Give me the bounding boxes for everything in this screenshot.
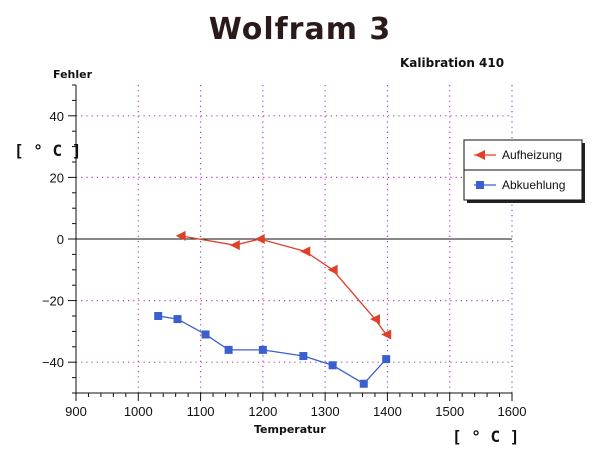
y-tick-label: −40 bbox=[42, 355, 64, 370]
axes: −40 −20 0 20 40 900 1000 1100 1200 1300 1400 1500 16… bbox=[42, 84, 527, 419]
y-tick-label: −20 bbox=[42, 294, 64, 309]
data-point bbox=[154, 312, 163, 320]
series-line bbox=[180, 235, 387, 335]
legend-marker bbox=[476, 181, 484, 189]
x-tick-label: 1600 bbox=[498, 404, 527, 419]
y-axis-unit: [ ° C ] bbox=[14, 141, 82, 160]
legend-item-aufheizung: Aufheizung bbox=[474, 148, 562, 162]
legend-marker bbox=[475, 150, 485, 160]
x-tick-label: 1400 bbox=[373, 404, 402, 419]
series-layer bbox=[154, 230, 392, 388]
data-point bbox=[224, 345, 233, 354]
data-point bbox=[229, 240, 240, 251]
x-tick-label: 900 bbox=[65, 404, 87, 419]
x-tick-label: 1100 bbox=[187, 404, 215, 419]
y-tick-label: 20 bbox=[50, 170, 64, 185]
chart-title: Wolfram 3 bbox=[208, 12, 392, 47]
data-point bbox=[254, 234, 265, 244]
data-point bbox=[175, 230, 186, 241]
data-point bbox=[328, 361, 337, 370]
data-point bbox=[300, 246, 311, 257]
data-point bbox=[369, 314, 380, 325]
legend: Aufheizung Abkuehlung bbox=[463, 139, 585, 203]
x-tick-label: 1500 bbox=[435, 404, 464, 419]
legend-label: Aufheizung bbox=[502, 148, 562, 162]
x-tick-label: 1000 bbox=[124, 404, 153, 419]
y-axis-label: Fehler bbox=[53, 68, 93, 81]
y-tick-label: 40 bbox=[50, 109, 64, 124]
series-line bbox=[158, 315, 387, 385]
chart-subtitle: Kalibration 410 bbox=[400, 56, 505, 70]
data-point bbox=[359, 379, 368, 388]
x-tick-label: 1300 bbox=[311, 404, 340, 419]
x-tick-label: 1200 bbox=[248, 404, 277, 419]
data-point bbox=[201, 330, 210, 339]
data-point bbox=[258, 345, 267, 354]
data-point bbox=[299, 352, 308, 361]
x-axis-label: Temperatur bbox=[254, 423, 326, 436]
x-axis-unit: [ ° C ] bbox=[452, 427, 520, 446]
legend-item-abkuehlung: Abkuehlung bbox=[474, 178, 565, 192]
y-tick-label: 0 bbox=[57, 232, 64, 247]
data-point bbox=[382, 355, 391, 364]
series-abkuehlung bbox=[154, 312, 391, 388]
data-point bbox=[381, 329, 392, 340]
series-aufheizung bbox=[175, 230, 392, 340]
legend-label: Abkuehlung bbox=[502, 178, 565, 192]
data-point bbox=[327, 264, 338, 275]
data-point bbox=[173, 315, 182, 324]
